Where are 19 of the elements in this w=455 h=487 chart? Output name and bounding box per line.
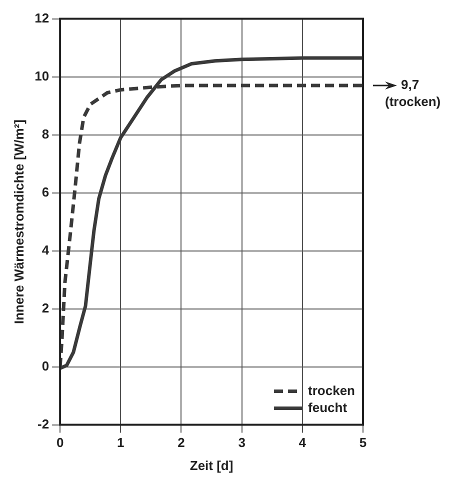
y-tick-label: -2 [37,416,50,432]
y-tick-label: 0 [42,358,50,374]
y-tick-label: 10 [34,68,50,84]
legend-label: feucht [308,400,348,415]
y-tick-label: 4 [42,242,50,258]
x-tick-label: 4 [298,435,307,450]
x-axis-title: Zeit [d] [190,458,234,473]
x-tick-label: 5 [359,435,367,450]
x-tick-label: 1 [117,435,124,450]
x-tick-label: 3 [238,435,246,450]
y-tick-label: 6 [42,184,50,200]
y-tick-label: 8 [42,126,50,142]
y-axis-title: Innere Wärmestromdichte [W/m²] [11,120,26,324]
legend-label: trocken [308,382,356,398]
x-tick-label: 2 [178,435,185,450]
y-tick-label: 12 [34,10,50,26]
annotation: 9,7 (trocken) [385,77,441,110]
y-tick-label: 2 [42,300,50,316]
x-tick-label: 0 [56,435,64,450]
